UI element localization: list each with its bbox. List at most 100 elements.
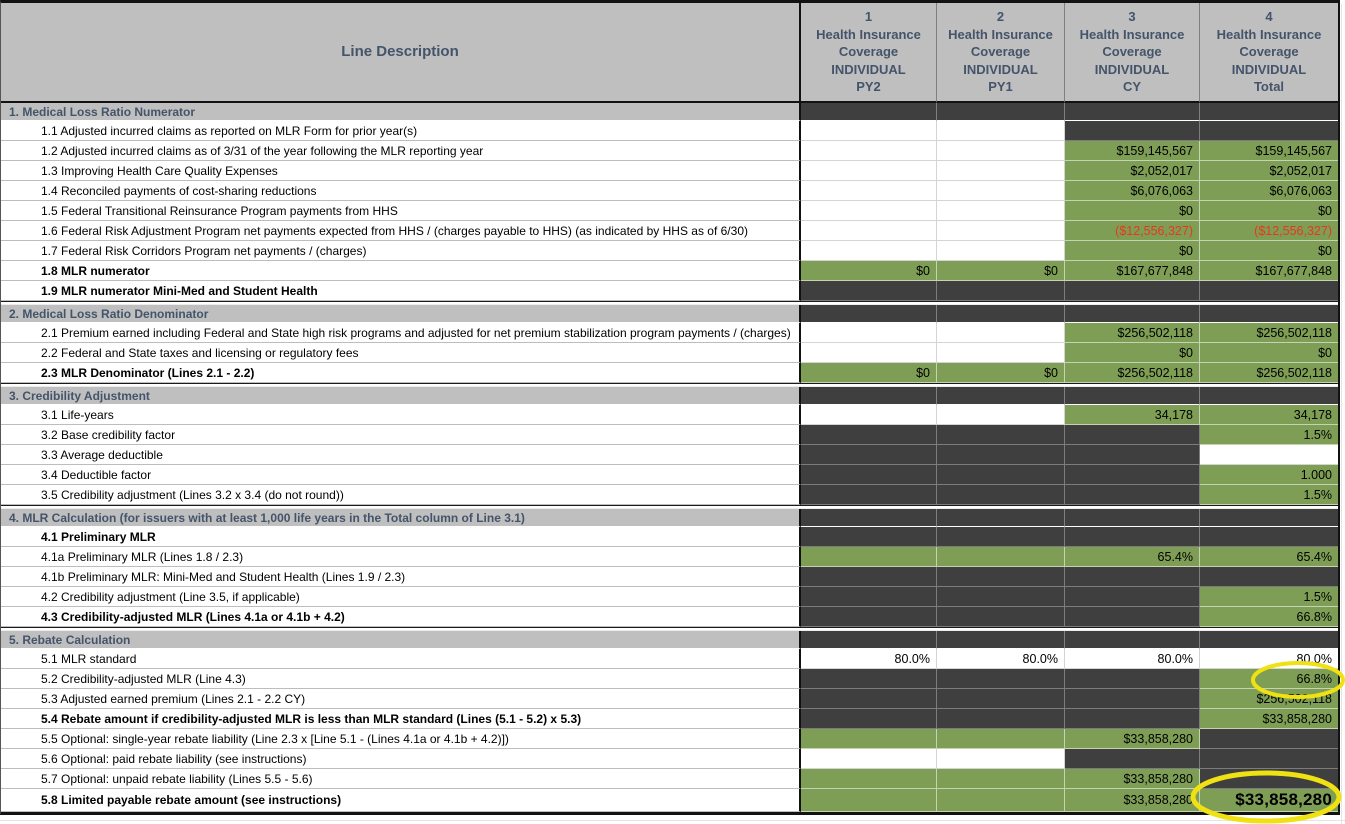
spreadsheet-cell[interactable] — [1065, 485, 1200, 505]
spreadsheet-cell[interactable] — [801, 527, 937, 547]
row-label[interactable]: 3.1 Life-years — [1, 405, 801, 425]
row-label[interactable]: 5.8 Limited payable rebate amount (see i… — [1, 789, 801, 812]
spreadsheet-cell[interactable] — [937, 669, 1065, 689]
spreadsheet-cell[interactable] — [1065, 281, 1200, 301]
spreadsheet-cell[interactable] — [801, 161, 937, 181]
section-header-cell[interactable] — [1200, 631, 1338, 649]
spreadsheet-cell[interactable]: 34,178 — [1200, 405, 1338, 425]
spreadsheet-cell[interactable] — [1200, 567, 1338, 587]
row-label[interactable]: 2.1 Premium earned including Federal and… — [1, 323, 801, 343]
column-header-cy[interactable]: 3 Health Insurance Coverage INDIVIDUAL C… — [1065, 3, 1200, 103]
column-header-py1[interactable]: 2 Health Insurance Coverage INDIVIDUAL P… — [937, 3, 1065, 103]
spreadsheet-cell[interactable]: $0 — [1200, 201, 1338, 221]
row-label[interactable]: 1.3 Improving Health Care Quality Expens… — [1, 161, 801, 181]
spreadsheet-cell[interactable] — [937, 323, 1065, 343]
spreadsheet-cell[interactable]: $6,076,063 — [1200, 181, 1338, 201]
spreadsheet-cell[interactable]: $0 — [1065, 201, 1200, 221]
spreadsheet-cell[interactable]: $256,502,118 — [1200, 689, 1338, 709]
spreadsheet-cell[interactable]: $256,502,118 — [1200, 363, 1338, 383]
spreadsheet-cell[interactable] — [937, 221, 1065, 241]
row-label[interactable]: 1.7 Federal Risk Corridors Program net p… — [1, 241, 801, 261]
spreadsheet-cell[interactable] — [937, 729, 1065, 749]
spreadsheet-cell[interactable] — [937, 749, 1065, 769]
section-header-cell[interactable] — [1065, 305, 1200, 323]
column-header-total[interactable]: 4 Health Insurance Coverage INDIVIDUAL T… — [1200, 3, 1338, 103]
spreadsheet-cell[interactable] — [801, 607, 937, 627]
spreadsheet-cell[interactable]: $0 — [937, 363, 1065, 383]
spreadsheet-cell[interactable] — [937, 607, 1065, 627]
section-header-cell[interactable] — [801, 305, 937, 323]
row-label[interactable]: 5.3 Adjusted earned premium (Lines 2.1 -… — [1, 689, 801, 709]
spreadsheet-cell[interactable] — [937, 405, 1065, 425]
spreadsheet-cell[interactable] — [1065, 567, 1200, 587]
spreadsheet-cell[interactable]: 1.5% — [1200, 425, 1338, 445]
spreadsheet-cell[interactable] — [801, 323, 937, 343]
spreadsheet-cell[interactable]: 80.0% — [1200, 649, 1338, 669]
row-label[interactable]: 4.1a Preliminary MLR (Lines 1.8 / 2.3) — [1, 547, 801, 567]
spreadsheet-cell[interactable]: $167,677,848 — [1065, 261, 1200, 281]
section-header-cell[interactable] — [1065, 631, 1200, 649]
spreadsheet-cell[interactable] — [937, 789, 1065, 812]
section-header-cell[interactable] — [1200, 387, 1338, 405]
section-title[interactable]: 5. Rebate Calculation — [1, 631, 801, 649]
row-label[interactable]: 1.4 Reconciled payments of cost-sharing … — [1, 181, 801, 201]
row-label[interactable]: 4.3 Credibility-adjusted MLR (Lines 4.1a… — [1, 607, 801, 627]
spreadsheet-cell[interactable]: ($12,556,327) — [1065, 221, 1200, 241]
spreadsheet-cell[interactable] — [801, 749, 937, 769]
spreadsheet-cell[interactable] — [1065, 425, 1200, 445]
row-label[interactable]: 1.1 Adjusted incurred claims as reported… — [1, 121, 801, 141]
spreadsheet-cell[interactable] — [1065, 121, 1200, 141]
spreadsheet-cell[interactable]: $0 — [1065, 241, 1200, 261]
spreadsheet-cell[interactable] — [1200, 769, 1338, 789]
spreadsheet-cell[interactable] — [937, 445, 1065, 465]
row-label[interactable]: 5.1 MLR standard — [1, 649, 801, 669]
spreadsheet-cell[interactable] — [1200, 445, 1338, 465]
row-label[interactable]: 2.2 Federal and State taxes and licensin… — [1, 343, 801, 363]
row-label[interactable]: 1.5 Federal Transitional Reinsurance Pro… — [1, 201, 801, 221]
spreadsheet-cell[interactable] — [937, 281, 1065, 301]
spreadsheet-cell[interactable]: $33,858,280 — [1065, 729, 1200, 749]
spreadsheet-cell[interactable] — [937, 181, 1065, 201]
spreadsheet-cell[interactable] — [937, 121, 1065, 141]
spreadsheet-cell[interactable] — [801, 405, 937, 425]
spreadsheet-cell[interactable] — [1065, 587, 1200, 607]
row-label[interactable]: 4.1 Preliminary MLR — [1, 527, 801, 547]
section-header-cell[interactable] — [937, 509, 1065, 527]
spreadsheet-cell[interactable] — [937, 465, 1065, 485]
spreadsheet-cell[interactable]: 80.0% — [801, 649, 937, 669]
section-header-cell[interactable] — [801, 509, 937, 527]
section-header-cell[interactable] — [937, 387, 1065, 405]
section-title[interactable]: 3. Credibility Adjustment — [1, 387, 801, 405]
spreadsheet-cell[interactable] — [801, 689, 937, 709]
spreadsheet-cell[interactable]: $0 — [1200, 241, 1338, 261]
row-label[interactable]: 2.3 MLR Denominator (Lines 2.1 - 2.2) — [1, 363, 801, 383]
spreadsheet-cell[interactable] — [1200, 121, 1338, 141]
spreadsheet-cell[interactable]: $0 — [1065, 343, 1200, 363]
spreadsheet-cell[interactable]: $2,052,017 — [1200, 161, 1338, 181]
spreadsheet-cell[interactable] — [801, 789, 937, 812]
spreadsheet-cell[interactable] — [801, 281, 937, 301]
row-label[interactable]: 5.5 Optional: single-year rebate liabili… — [1, 729, 801, 749]
spreadsheet-cell[interactable]: 66.8% — [1200, 607, 1338, 627]
row-label[interactable]: 5.6 Optional: paid rebate liability (see… — [1, 749, 801, 769]
spreadsheet-cell[interactable] — [937, 709, 1065, 729]
spreadsheet-cell[interactable]: 80.0% — [937, 649, 1065, 669]
spreadsheet-cell[interactable]: $0 — [1200, 343, 1338, 363]
row-label[interactable]: 1.6 Federal Risk Adjustment Program net … — [1, 221, 801, 241]
spreadsheet-cell[interactable]: $159,145,567 — [1200, 141, 1338, 161]
row-label[interactable]: 5.4 Rebate amount if credibility-adjuste… — [1, 709, 801, 729]
spreadsheet-cell[interactable] — [937, 527, 1065, 547]
spreadsheet-cell[interactable] — [937, 485, 1065, 505]
spreadsheet-cell[interactable]: $33,858,280 — [1200, 789, 1338, 812]
spreadsheet-cell[interactable] — [937, 343, 1065, 363]
spreadsheet-cell[interactable] — [801, 221, 937, 241]
section-header-cell[interactable] — [937, 103, 1065, 121]
spreadsheet-cell[interactable] — [937, 241, 1065, 261]
section-header-cell[interactable] — [801, 631, 937, 649]
spreadsheet-cell[interactable] — [801, 729, 937, 749]
spreadsheet-cell[interactable]: $0 — [937, 261, 1065, 281]
spreadsheet-cell[interactable] — [801, 567, 937, 587]
spreadsheet-cell[interactable] — [801, 465, 937, 485]
section-header-cell[interactable] — [1065, 387, 1200, 405]
section-header-cell[interactable] — [937, 631, 1065, 649]
